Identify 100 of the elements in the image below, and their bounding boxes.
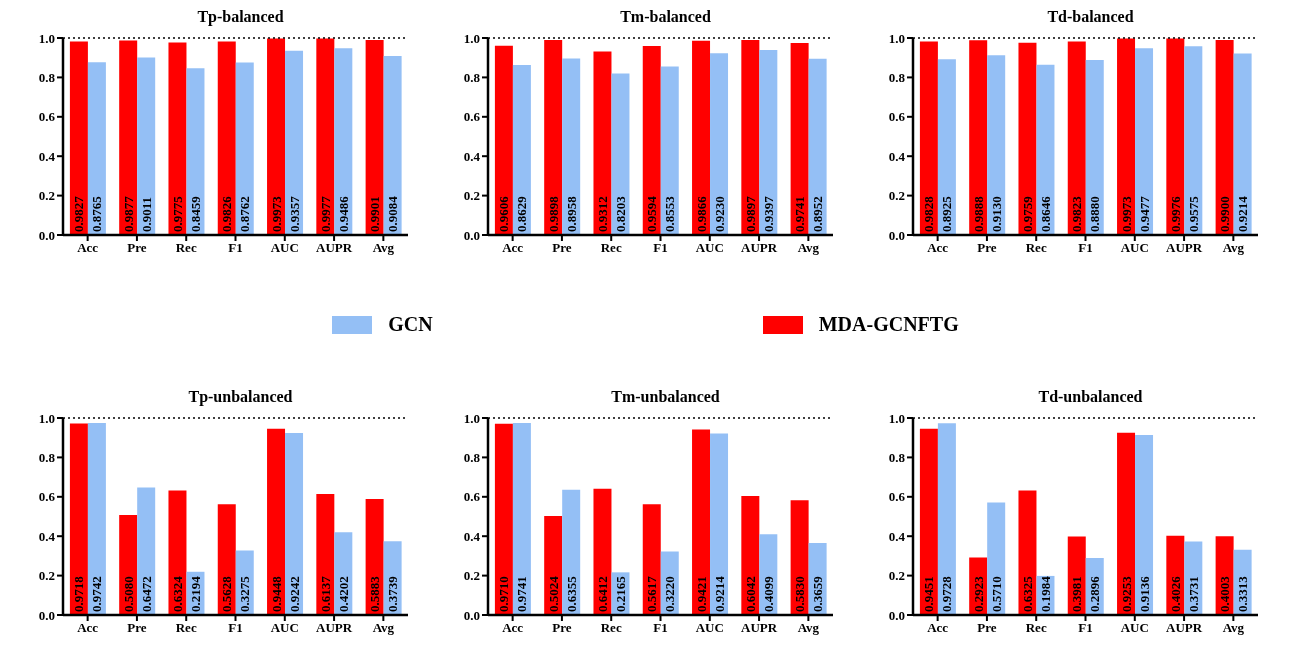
- data-label: 0.8762: [237, 196, 253, 232]
- y-tick-label: 0.6: [38, 109, 56, 125]
- data-label: 0.9900: [1217, 196, 1233, 232]
- bar: [1184, 46, 1203, 235]
- x-tick-label: Pre: [977, 620, 997, 636]
- y-tick-label: 0.2: [463, 188, 480, 204]
- data-label: 0.9242: [286, 576, 302, 612]
- data-label: 0.9973: [1118, 195, 1134, 232]
- y-tick-label: 1.0: [38, 410, 55, 426]
- y-tick-label: 0.8: [38, 70, 56, 86]
- data-label: 0.4202: [335, 576, 351, 612]
- data-label: 0.9973: [268, 195, 284, 232]
- data-label: 0.9888: [970, 195, 986, 232]
- x-tick-label: F1: [1078, 240, 1093, 256]
- data-label: 0.9214: [711, 575, 727, 612]
- y-tick-label: 0.4: [463, 528, 481, 544]
- bar: [642, 504, 661, 615]
- bar: [759, 49, 778, 235]
- y-tick-label: 0.0: [888, 227, 905, 243]
- bar: [1117, 38, 1136, 235]
- x-tick-label: F1: [1078, 620, 1093, 636]
- data-label: 0.9477: [1136, 195, 1152, 232]
- x-tick-label: F1: [653, 240, 668, 256]
- bar: [69, 423, 88, 615]
- data-label: 0.8925: [939, 195, 955, 232]
- x-tick-label: Acc: [502, 240, 524, 256]
- x-tick-label: Pre: [127, 240, 147, 256]
- bar: [87, 62, 106, 235]
- bar: [660, 66, 679, 235]
- data-label: 0.9718: [71, 575, 87, 612]
- x-tick-label: Avg: [1222, 240, 1245, 256]
- bar: [69, 41, 88, 235]
- bar: [593, 51, 612, 235]
- data-label: 0.9357: [286, 195, 302, 232]
- data-label: 0.6325: [1019, 575, 1035, 612]
- x-tick-label: Acc: [502, 620, 524, 636]
- x-tick-label: F1: [228, 620, 243, 636]
- data-label: 0.9312: [594, 196, 610, 232]
- data-label: 0.9421: [693, 576, 709, 612]
- bar: [87, 423, 106, 615]
- y-tick-label: 0.6: [463, 489, 481, 505]
- bar: [1215, 39, 1234, 235]
- data-label: 0.2194: [187, 575, 203, 612]
- y-tick-label: 1.0: [463, 30, 480, 46]
- bar: [741, 40, 760, 235]
- x-tick-label: Avg: [372, 620, 395, 636]
- x-tick-label: AUPR: [316, 620, 353, 636]
- data-label: 0.3981: [1069, 576, 1085, 612]
- data-label: 0.5830: [792, 576, 808, 612]
- bar: [937, 59, 956, 235]
- data-label: 0.9741: [792, 196, 808, 232]
- data-label: 0.9011: [138, 196, 154, 232]
- x-tick-label: Acc: [77, 240, 99, 256]
- data-label: 0.9710: [496, 576, 512, 612]
- chart-title: Tm-balanced: [619, 8, 712, 27]
- bar: [267, 428, 286, 615]
- y-tick-label: 0.0: [463, 227, 480, 243]
- y-tick-label: 0.2: [38, 568, 55, 584]
- data-label: 0.9397: [760, 195, 776, 232]
- bar: [316, 38, 335, 235]
- x-tick-label: AUC: [270, 240, 299, 256]
- y-tick-label: 0.0: [38, 607, 55, 623]
- bar: [119, 40, 138, 235]
- bar: [168, 42, 187, 235]
- x-tick-label: Rec: [600, 240, 622, 256]
- data-label: 0.9136: [1136, 575, 1152, 612]
- x-tick-label: Pre: [127, 620, 147, 636]
- data-label: 0.8765: [89, 195, 105, 232]
- bar: [710, 53, 729, 235]
- data-label: 0.2923: [970, 575, 986, 612]
- data-label: 0.6137: [317, 575, 333, 612]
- data-label: 0.3313: [1235, 575, 1251, 612]
- bar: [334, 48, 353, 235]
- y-tick-label: 1.0: [888, 410, 905, 426]
- data-label: 0.9877: [120, 195, 136, 232]
- data-label: 0.9828: [921, 195, 937, 232]
- x-tick-label: Rec: [175, 620, 197, 636]
- x-tick-label: Pre: [977, 240, 997, 256]
- x-tick-label: F1: [228, 240, 243, 256]
- data-label: 0.9866: [693, 195, 709, 232]
- bar: [1018, 42, 1037, 235]
- data-label: 0.3659: [810, 575, 826, 612]
- data-label: 0.9827: [71, 195, 87, 232]
- bar: [316, 494, 335, 615]
- x-tick-label: AUC: [695, 240, 724, 256]
- bar: [1233, 53, 1252, 235]
- data-label: 0.5883: [367, 575, 383, 612]
- y-tick-label: 0.6: [463, 109, 481, 125]
- data-label: 0.5080: [120, 576, 136, 612]
- data-label: 0.5617: [644, 575, 660, 612]
- data-label: 0.9253: [1118, 575, 1134, 612]
- bar: [593, 488, 612, 615]
- data-label: 0.9230: [711, 196, 727, 232]
- x-tick-label: Rec: [175, 240, 197, 256]
- chart-title: Tp-unbalanced: [187, 388, 294, 408]
- data-label: 0.9898: [545, 195, 561, 232]
- x-tick-label: AUPR: [316, 240, 353, 256]
- bar: [808, 58, 827, 235]
- data-label: 0.6412: [594, 576, 610, 612]
- x-tick-label: AUPR: [741, 240, 778, 256]
